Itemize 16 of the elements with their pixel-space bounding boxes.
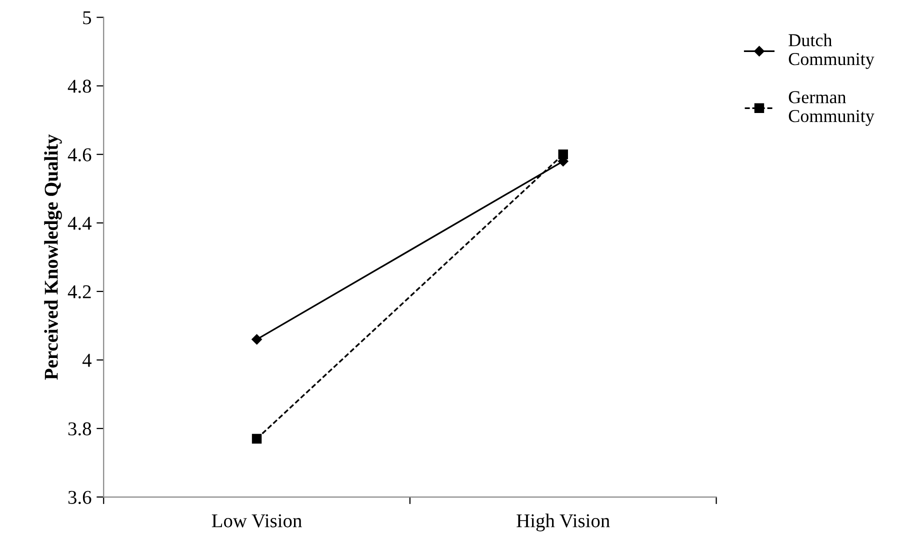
x-tick-label: Low Vision (212, 514, 302, 528)
legend-label: German Community (788, 91, 874, 126)
y-tick-label: 4.2 (68, 285, 91, 298)
y-tick-label: 4.8 (68, 80, 92, 93)
x-tick-label: High Vision (516, 514, 610, 532)
y-tick-label: 5 (83, 11, 92, 24)
y-axis-title: Perceived Knowledge Quality (44, 134, 62, 380)
y-tick-label: 3.6 (68, 490, 92, 504)
legend-label: Dutch Community (788, 34, 874, 69)
point (252, 434, 262, 444)
point (252, 334, 262, 345)
y-tick-label: 4.6 (68, 148, 92, 162)
y-tick-label: 4.4 (68, 216, 92, 230)
y-tick-label: 3.8 (68, 422, 92, 436)
y-tick-label: 4 (82, 354, 92, 367)
point (558, 150, 568, 160)
